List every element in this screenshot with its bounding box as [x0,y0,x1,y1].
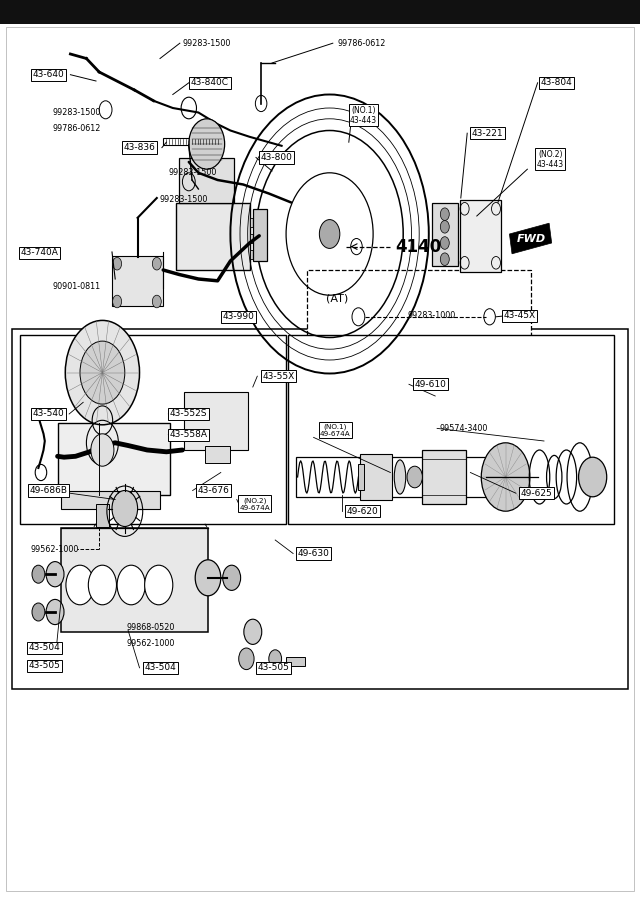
Text: 99574-3400: 99574-3400 [439,424,488,433]
Circle shape [46,562,64,587]
Text: 99283-1000: 99283-1000 [408,311,456,320]
Text: 90901-0811: 90901-0811 [52,282,100,291]
Circle shape [440,253,449,266]
Circle shape [579,457,607,497]
Circle shape [117,565,145,605]
Text: 99283-1500: 99283-1500 [160,195,209,204]
Circle shape [152,257,161,270]
FancyBboxPatch shape [253,209,267,261]
FancyBboxPatch shape [6,27,634,891]
Circle shape [195,560,221,596]
Text: 43-558A: 43-558A [170,430,208,439]
Circle shape [244,619,262,644]
FancyBboxPatch shape [205,446,230,463]
Ellipse shape [394,460,406,494]
FancyBboxPatch shape [307,270,531,338]
Text: 43-504: 43-504 [144,663,176,672]
Text: 49-610: 49-610 [414,380,446,389]
Text: (NO.1)
49-674A: (NO.1) 49-674A [320,424,351,437]
Circle shape [113,257,122,270]
Text: 4140: 4140 [395,238,441,256]
FancyBboxPatch shape [112,256,163,306]
Text: 99786-0612: 99786-0612 [52,124,101,133]
Text: 43-800: 43-800 [260,153,292,162]
Text: 43-740A: 43-740A [20,248,59,257]
Circle shape [88,565,116,605]
Text: FWD: FWD [516,233,546,244]
Circle shape [152,295,161,308]
FancyBboxPatch shape [296,457,486,497]
Text: 99283-1500: 99283-1500 [52,108,101,117]
Text: 43-504: 43-504 [29,644,61,652]
FancyBboxPatch shape [184,392,248,450]
FancyBboxPatch shape [96,504,109,526]
Circle shape [189,119,225,169]
Text: 43-540: 43-540 [32,410,64,418]
Circle shape [65,320,140,425]
Text: 43-55X: 43-55X [262,372,294,381]
Circle shape [112,491,138,526]
Circle shape [481,443,530,511]
FancyBboxPatch shape [422,450,466,504]
FancyBboxPatch shape [61,491,160,509]
Text: 99283-1500: 99283-1500 [168,168,217,177]
Text: (NO.2)
43-443: (NO.2) 43-443 [537,149,564,169]
FancyBboxPatch shape [179,158,234,202]
FancyBboxPatch shape [288,335,614,524]
Text: 43-45X: 43-45X [504,311,536,320]
FancyBboxPatch shape [250,218,266,227]
FancyBboxPatch shape [0,0,640,24]
Text: 43-990: 43-990 [222,312,254,321]
Polygon shape [509,223,552,254]
Text: (AT): (AT) [326,293,349,304]
FancyBboxPatch shape [250,250,266,259]
Circle shape [80,341,125,404]
FancyBboxPatch shape [250,234,266,243]
Text: 49-686B: 49-686B [29,486,68,495]
FancyBboxPatch shape [286,657,305,666]
Circle shape [239,648,254,670]
Text: 99562-1000: 99562-1000 [127,639,175,648]
Circle shape [440,237,449,249]
Text: 43-505: 43-505 [29,662,61,670]
Text: 99562-1000: 99562-1000 [31,544,79,554]
FancyBboxPatch shape [58,423,170,495]
FancyBboxPatch shape [358,464,364,490]
Text: 43-836: 43-836 [124,143,156,152]
Text: 99868-0520: 99868-0520 [127,623,175,632]
Circle shape [145,565,173,605]
Circle shape [223,565,241,590]
FancyBboxPatch shape [432,203,458,266]
Circle shape [46,599,64,625]
Text: 43-505: 43-505 [258,663,290,672]
FancyBboxPatch shape [360,454,392,500]
Circle shape [440,208,449,220]
FancyBboxPatch shape [460,200,501,272]
Text: 43-676: 43-676 [198,486,230,495]
FancyBboxPatch shape [176,202,250,270]
Text: 49-630: 49-630 [298,549,330,558]
Text: 49-625: 49-625 [520,489,552,498]
FancyBboxPatch shape [12,328,628,688]
Circle shape [91,434,114,466]
Text: 43-221: 43-221 [472,129,504,138]
Text: 99786-0612: 99786-0612 [337,39,386,48]
Text: 99283-1500: 99283-1500 [182,39,231,48]
Text: (NO.1)
43-443: (NO.1) 43-443 [350,105,377,125]
Text: 43-640: 43-640 [32,70,64,79]
FancyBboxPatch shape [61,528,208,632]
Text: 43-804: 43-804 [541,78,573,87]
Circle shape [269,650,282,668]
Circle shape [32,565,45,583]
Circle shape [32,603,45,621]
Text: (NO.2)
49-674A: (NO.2) 49-674A [239,497,270,511]
Circle shape [113,295,122,308]
Circle shape [66,565,94,605]
FancyBboxPatch shape [20,335,286,524]
Circle shape [440,220,449,233]
Circle shape [407,466,422,488]
Text: 43-840C: 43-840C [191,78,229,87]
Text: 49-620: 49-620 [347,507,379,516]
Text: 43-552S: 43-552S [170,410,207,418]
Circle shape [319,220,340,248]
